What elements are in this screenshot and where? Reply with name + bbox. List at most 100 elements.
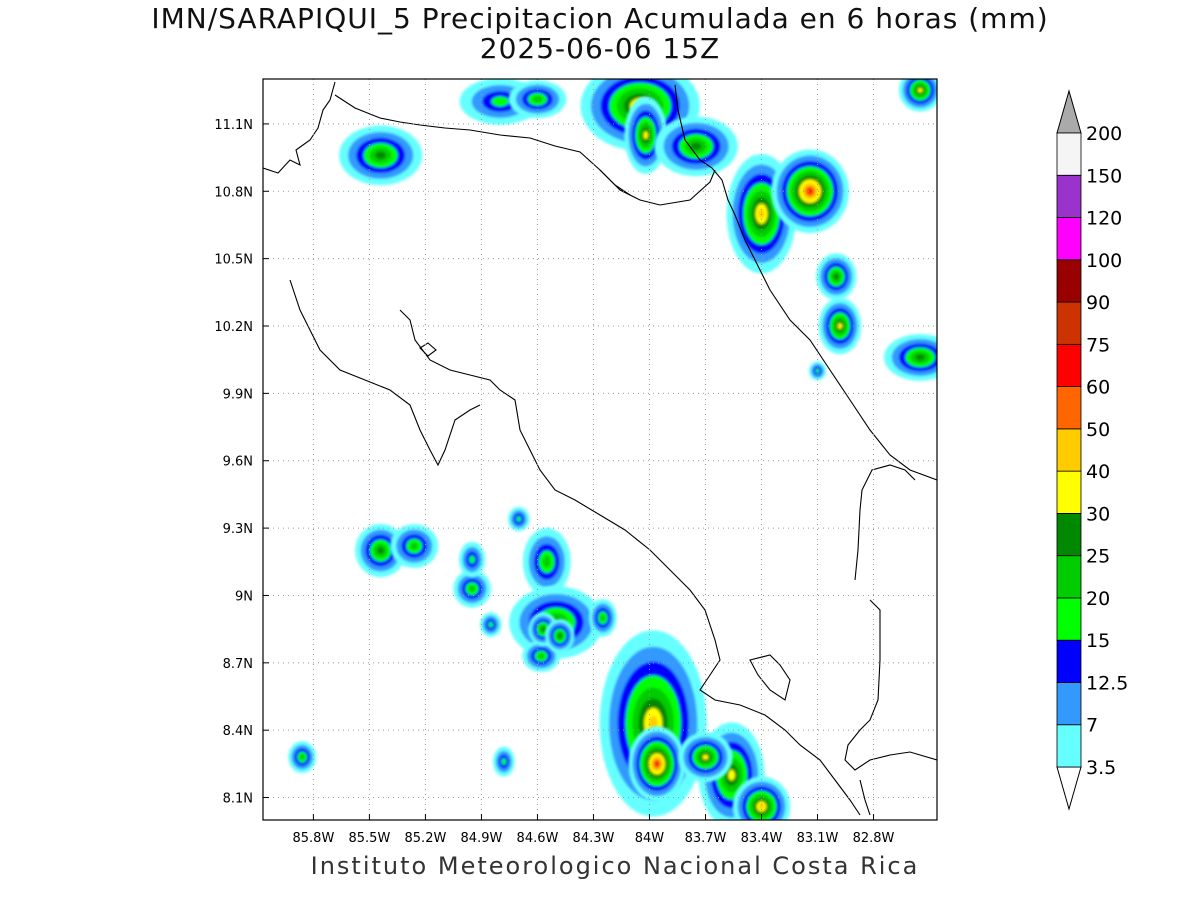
x-tick-label: 83.4W bbox=[741, 831, 783, 846]
precip-contour bbox=[758, 208, 765, 219]
colorbar-box bbox=[1056, 470, 1082, 514]
precip-contour bbox=[410, 542, 419, 550]
precip-contour bbox=[702, 754, 709, 760]
precip-cell bbox=[678, 732, 733, 782]
precip-contour bbox=[837, 323, 843, 329]
colorbar-label: 40 bbox=[1086, 461, 1110, 483]
precip-cell bbox=[479, 612, 502, 637]
axis-ticks: 85.8W 85.5W 85.2W 84.9W 84.6W 84.3W 84W 83.7W 83… bbox=[214, 118, 894, 846]
colorbar-box bbox=[1056, 428, 1082, 472]
precip-cell bbox=[771, 149, 849, 234]
map-valid-time: 2025-06-06 15Z bbox=[479, 32, 721, 65]
x-tick-label: 85.8W bbox=[293, 831, 335, 846]
precip-contour bbox=[516, 516, 522, 522]
precip-cell bbox=[816, 253, 857, 301]
colorbar-min-triangle bbox=[1056, 766, 1082, 811]
colorbar-box bbox=[1056, 724, 1082, 768]
colorbar-label: 25 bbox=[1086, 546, 1110, 568]
precip-contour bbox=[728, 769, 735, 781]
precip-cell bbox=[338, 125, 423, 186]
y-tick-label: 11.1N bbox=[214, 118, 253, 133]
x-tick-label: 82.8W bbox=[853, 831, 895, 846]
colorbar-label: 150 bbox=[1086, 165, 1122, 187]
y-tick-label: 9.6N bbox=[223, 455, 253, 470]
precip-cell bbox=[390, 524, 439, 569]
caribbean-coast bbox=[674, 84, 937, 481]
colorbar-label: 3.5 bbox=[1086, 757, 1116, 779]
precip-cell bbox=[545, 618, 575, 653]
colorbar-label: 200 bbox=[1086, 123, 1122, 145]
precip-cell bbox=[732, 776, 791, 820]
colorbar-legend: 3.5 7 12.5 15 20 25 30 40 50 60 75 90 100 120 150 200 bbox=[1056, 89, 1128, 811]
precip-contour bbox=[542, 556, 551, 568]
precip-contour bbox=[538, 653, 545, 659]
colorbar-box bbox=[1056, 174, 1082, 218]
precip-cell bbox=[883, 334, 937, 381]
colorbar-label: 15 bbox=[1086, 630, 1110, 652]
x-tick-label: 84W bbox=[635, 831, 665, 846]
precip-contour bbox=[655, 761, 659, 767]
precip-contour bbox=[807, 188, 813, 194]
precip-contour bbox=[917, 87, 923, 93]
colorbar-box bbox=[1056, 386, 1082, 430]
colorbar-label: 50 bbox=[1086, 419, 1110, 441]
precip-cell bbox=[808, 361, 827, 381]
colorbar-box bbox=[1056, 513, 1082, 557]
x-tick-label: 85.5W bbox=[349, 831, 391, 846]
precip-contour bbox=[759, 803, 764, 810]
colorbar-box bbox=[1056, 597, 1082, 641]
colorbar-label: 12.5 bbox=[1086, 672, 1128, 694]
colorbar-box bbox=[1056, 682, 1082, 726]
precip-contour bbox=[833, 273, 839, 280]
precip-contour bbox=[915, 354, 925, 361]
coastline-borders bbox=[263, 81, 937, 816]
x-tick-label: 84.6W bbox=[517, 831, 559, 846]
nicoya-gulf-coast bbox=[399, 309, 861, 816]
map-title: IMN/SARAPIQUI_5 Precipitacion Acumulada … bbox=[151, 2, 1049, 35]
colorbar-max-triangle bbox=[1056, 89, 1082, 134]
precip-cell bbox=[507, 506, 530, 532]
precip-cell bbox=[818, 297, 862, 355]
colorbar-label: 7 bbox=[1086, 715, 1098, 737]
colorbar-label: 120 bbox=[1086, 208, 1122, 230]
y-tick-label: 9N bbox=[235, 589, 253, 604]
precip-cell bbox=[522, 527, 571, 596]
precip-cell bbox=[588, 598, 617, 637]
panama-coast bbox=[844, 599, 937, 771]
colorbar-label: 60 bbox=[1086, 377, 1110, 399]
precip-contour bbox=[501, 758, 507, 765]
colorbar-label: 20 bbox=[1086, 588, 1110, 610]
precip-cell bbox=[654, 116, 738, 177]
precip-cell bbox=[458, 541, 486, 578]
precip-cell bbox=[628, 726, 686, 802]
y-tick-label: 9.9N bbox=[223, 387, 253, 402]
precip-contour bbox=[299, 754, 305, 760]
precip-contour bbox=[690, 142, 702, 151]
footer-credit: Instituto Meteorologico Nacional Costa R… bbox=[310, 852, 920, 880]
precip-contour bbox=[643, 131, 648, 140]
map-grid bbox=[263, 79, 937, 820]
precip-contour bbox=[491, 96, 509, 107]
x-tick-label: 83.7W bbox=[685, 831, 727, 846]
map-frame bbox=[262, 78, 938, 821]
precip-contour bbox=[377, 547, 384, 554]
precip-contour bbox=[488, 621, 494, 628]
san-juan-river bbox=[599, 169, 631, 196]
precip-contour bbox=[541, 626, 546, 632]
colorbar-box bbox=[1056, 555, 1082, 599]
precip-cell bbox=[492, 746, 515, 777]
x-tick-label: 84.3W bbox=[573, 831, 615, 846]
colorbar-box bbox=[1056, 639, 1082, 683]
pacific-coast-nw bbox=[263, 81, 336, 174]
x-tick-label: 84.9W bbox=[461, 831, 503, 846]
colorbar-label: 100 bbox=[1086, 250, 1122, 272]
y-tick-label: 9.3N bbox=[223, 522, 253, 537]
y-tick-label: 10.8N bbox=[214, 185, 253, 200]
precip-cell bbox=[898, 79, 937, 112]
precip-contour bbox=[468, 585, 476, 592]
nicaragua-border bbox=[334, 94, 716, 206]
x-tick-label: 83.1W bbox=[797, 831, 839, 846]
precip-cell bbox=[624, 96, 668, 174]
pacific-coast-main bbox=[289, 279, 481, 467]
